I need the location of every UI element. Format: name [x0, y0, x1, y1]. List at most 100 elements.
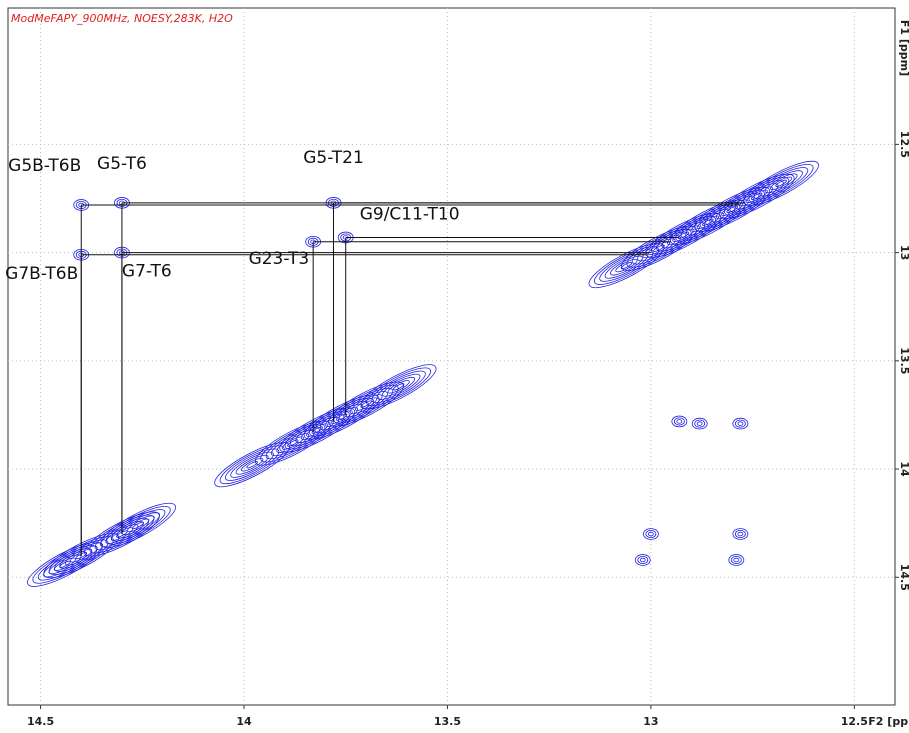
- contour: [287, 439, 299, 447]
- contour: [235, 454, 269, 475]
- contour: [733, 557, 740, 563]
- contour: [59, 542, 104, 569]
- contour: [230, 451, 274, 478]
- cross-peak: [671, 415, 688, 428]
- assignment-label: G5-T21: [303, 148, 364, 168]
- cross-peak: [691, 417, 708, 430]
- diagonal-peak: [588, 243, 665, 289]
- contour: [691, 212, 725, 233]
- cross-peak: [642, 528, 659, 540]
- contour: [309, 397, 375, 437]
- contour: [349, 394, 383, 414]
- contour: [303, 394, 380, 440]
- contour: [621, 225, 697, 271]
- y-tick-label: 14.5: [898, 564, 909, 591]
- contour: [284, 410, 350, 450]
- contour: [75, 552, 87, 560]
- diagonal-peak: [279, 407, 356, 453]
- contour: [740, 186, 774, 207]
- contour: [338, 387, 394, 421]
- contour: [653, 244, 665, 252]
- contour: [718, 173, 795, 219]
- assignment-label: G7B-T6B: [5, 264, 78, 284]
- contour: [311, 426, 323, 434]
- y-tick-label: 13.5: [898, 347, 909, 374]
- contour: [620, 262, 633, 270]
- contour: [637, 555, 649, 564]
- contour: [333, 384, 399, 424]
- contour: [759, 170, 803, 197]
- contour-layer: [27, 160, 819, 587]
- contour: [325, 407, 359, 427]
- contour: [328, 381, 404, 427]
- contour: [626, 228, 692, 268]
- contour: [224, 448, 280, 481]
- contour: [599, 249, 654, 282]
- contour: [732, 417, 749, 430]
- contour: [702, 218, 714, 226]
- y-axis-label: F1 [ppm]: [898, 20, 909, 76]
- contour: [769, 176, 793, 191]
- contour: [371, 370, 426, 403]
- contour: [696, 421, 703, 426]
- chart-title: ModMeFAPY_900MHz, NOESY,283K, H2O: [11, 12, 233, 25]
- contour: [588, 243, 665, 289]
- assignment-label: G23-T3: [249, 249, 310, 269]
- contour: [737, 531, 744, 537]
- contour: [64, 545, 98, 566]
- cross-peak: [732, 528, 749, 540]
- contour: [593, 246, 659, 285]
- y-tick-label: 13: [898, 245, 909, 260]
- contour: [335, 413, 348, 421]
- contour: [753, 167, 809, 200]
- contour: [673, 417, 685, 426]
- contour: [734, 529, 746, 538]
- contour: [314, 400, 369, 434]
- plot-frame: [7, 7, 896, 706]
- contour: [116, 512, 161, 539]
- contour: [634, 554, 651, 566]
- contour: [354, 397, 378, 411]
- cross-peak: [732, 417, 749, 430]
- contour: [360, 364, 437, 410]
- contour: [27, 541, 103, 587]
- contour: [647, 531, 654, 537]
- contour: [724, 177, 790, 216]
- contour: [241, 458, 264, 472]
- contour: [730, 555, 742, 564]
- contour: [615, 258, 638, 273]
- cross-peak: [634, 554, 651, 566]
- contour: [344, 391, 388, 418]
- contour: [726, 205, 738, 213]
- contour: [360, 400, 372, 408]
- contour: [631, 232, 687, 265]
- contour: [691, 417, 708, 430]
- assignment-label: G7-T6: [122, 262, 172, 282]
- contour: [376, 373, 421, 400]
- contour: [53, 557, 77, 572]
- contour: [54, 539, 109, 572]
- contour: [105, 506, 171, 545]
- y-tick-label: 14: [898, 461, 909, 477]
- contour: [260, 423, 326, 463]
- diagonal-peak: [303, 394, 380, 440]
- contour: [300, 420, 334, 440]
- contour: [764, 173, 798, 194]
- contour: [694, 419, 706, 428]
- assignment-label: G5B-T6B: [8, 156, 81, 176]
- contour: [642, 528, 659, 540]
- contour: [680, 206, 735, 239]
- contour: [737, 421, 744, 426]
- contour: [265, 426, 320, 460]
- cross-peak: [728, 554, 745, 566]
- contour: [279, 407, 356, 453]
- contour: [366, 367, 432, 407]
- contour: [276, 433, 310, 453]
- x-tick-label: 12.5: [841, 715, 868, 728]
- contour: [650, 215, 716, 255]
- contour: [748, 164, 814, 203]
- diagonal-peak: [100, 502, 177, 548]
- contour: [214, 442, 290, 488]
- x-tick-label: 13.5: [434, 715, 461, 728]
